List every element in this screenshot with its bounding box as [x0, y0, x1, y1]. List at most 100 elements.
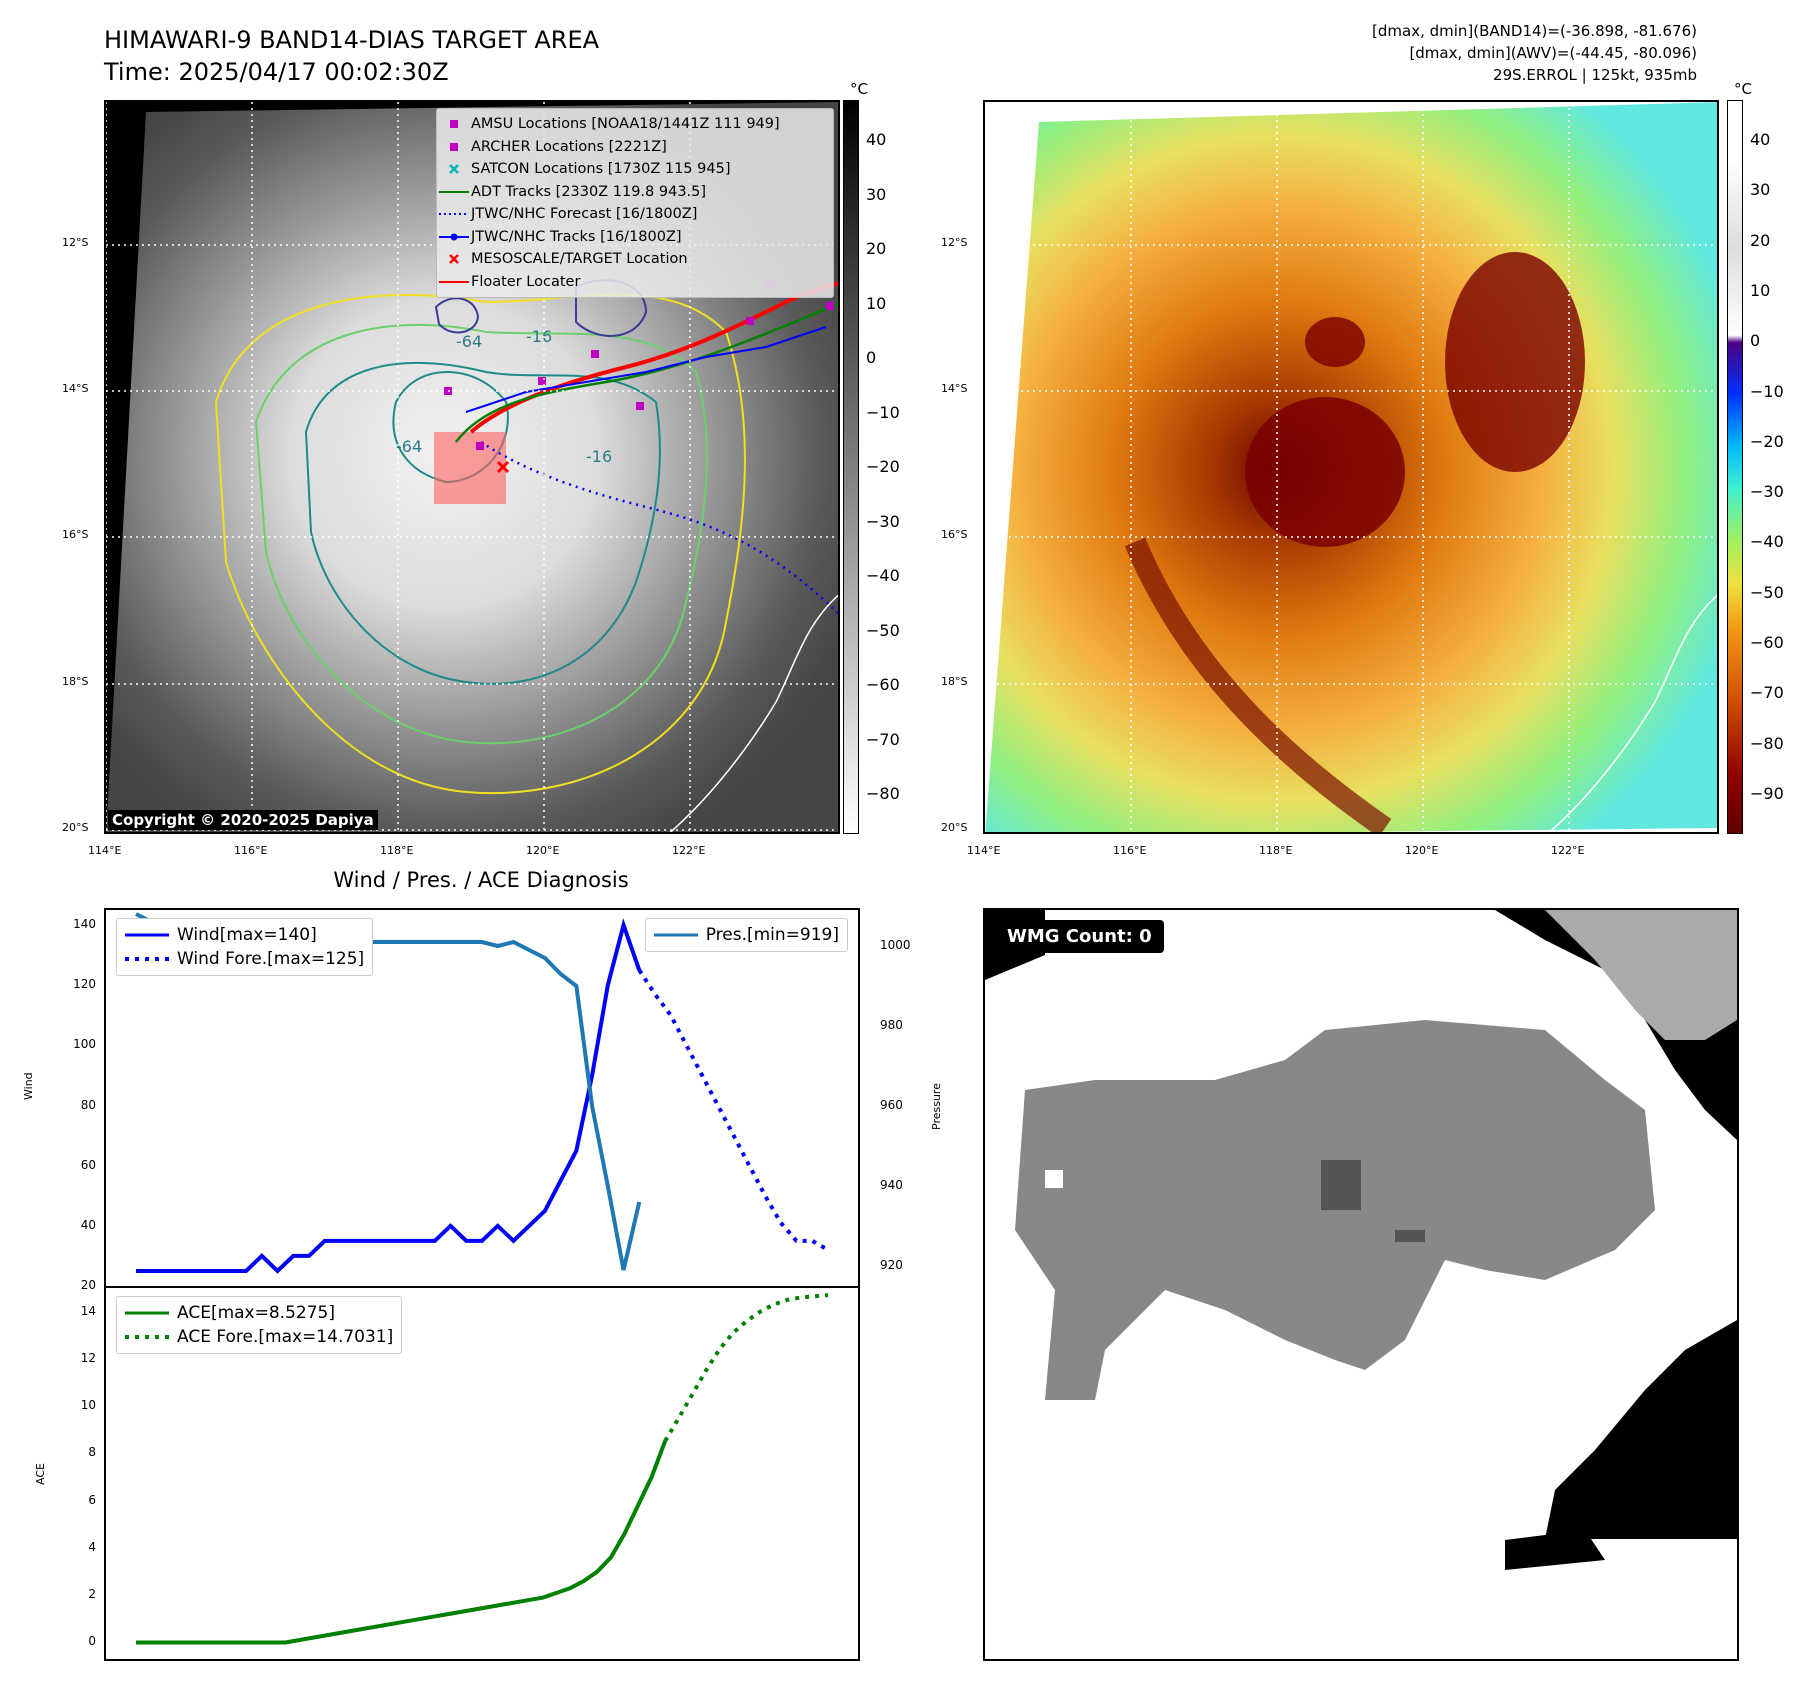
lon-label: 120°E: [526, 844, 560, 857]
colorbar-tick: −70: [866, 729, 900, 749]
lat-label: 16°S: [941, 528, 968, 541]
wind-forecast-line: [637, 969, 829, 1252]
band14-map: -64 -64 -16 -16 AMSU Locations [NOAA18/1…: [104, 100, 840, 834]
lat-gridlines: [985, 244, 1717, 685]
pressure-tick: 960: [880, 1098, 903, 1112]
legend-label: Wind[max=140]: [177, 925, 317, 945]
wind-tick: 100: [73, 1037, 96, 1052]
contour-label: -16: [586, 447, 612, 466]
lon-label: 116°E: [234, 844, 268, 857]
ace-tick: 14: [80, 1303, 96, 1318]
colorbar-unit: °C: [850, 80, 868, 98]
ace-axis-label: ACE: [34, 1463, 47, 1485]
pressure-tick: 980: [880, 1018, 903, 1032]
adt-track: [455, 302, 838, 443]
colorbar-tick: 30: [866, 184, 887, 204]
wind-tick: 20: [80, 1278, 96, 1292]
ace-tick: 2: [88, 1587, 96, 1602]
legend-item: ARCHER Locations [2221Z]: [437, 136, 833, 159]
legend-label: AMSU Locations [NOAA18/1441Z 111 949]: [471, 116, 780, 133]
wmg-count-badge: WMG Count: 0: [995, 920, 1164, 953]
ace-legend: ACE[max=8.5275] ACE Fore.[max=14.7031]: [116, 1296, 403, 1354]
legend-label: MESOSCALE/TARGET Location: [471, 251, 688, 268]
colorbar-tick: 0: [866, 348, 877, 367]
legend-item: Wind[max=140]: [125, 923, 364, 947]
colorbar-tick: −20: [1750, 431, 1784, 451]
cold-cloud-tops: [1445, 252, 1585, 472]
colorbar-tick: 30: [1750, 180, 1771, 200]
legend-item: AMSU Locations [NOAA18/1441Z 111 949]: [437, 113, 833, 136]
legend-item: JTWC/NHC Forecast [16/1800Z]: [437, 203, 833, 226]
colorbar-tick: 0: [1750, 331, 1761, 351]
wind-tick: 120: [73, 977, 96, 992]
coastline: [669, 594, 838, 832]
lat-label: 12°S: [941, 236, 968, 249]
legend-label: SATCON Locations [1730Z 115 945]: [471, 161, 731, 178]
legend-item: Floater Locater: [437, 271, 833, 294]
colorbar-tick: −90: [1750, 784, 1784, 803]
lon-gridlines: [1130, 102, 1570, 832]
wmg-image: [985, 910, 1737, 1659]
contour-green: [254, 323, 708, 745]
colorbar-tick: −20: [866, 457, 900, 476]
colorbar-tick: −80: [1750, 733, 1784, 753]
awv-map: [983, 100, 1719, 834]
pressure-tick: 940: [880, 1178, 903, 1192]
contour-label: -64: [396, 437, 422, 456]
pressure-tick: 1000: [880, 938, 911, 952]
lat-label: 12°S: [62, 236, 89, 249]
lat-label: 14°S: [941, 382, 968, 395]
lat-label: 18°S: [62, 675, 89, 688]
lat-label: 20°S: [62, 821, 89, 834]
main-title: HIMAWARI-9 BAND14-DIAS TARGET AREA: [104, 26, 600, 54]
colorbar-right: [1727, 100, 1743, 834]
lon-label: 122°E: [672, 844, 706, 857]
colorbar-tick: 20: [866, 239, 887, 258]
colorbar-tick: −10: [1750, 381, 1784, 401]
lat-label: 20°S: [941, 821, 968, 834]
lon-label: 114°E: [967, 844, 1001, 857]
colorbar-tick: 10: [1750, 280, 1771, 300]
legend-item: ADT Tracks [2330Z 119.8 943.5]: [437, 181, 833, 204]
legend-label: ARCHER Locations [2221Z]: [471, 138, 667, 155]
legend-label: JTWC/NHC Tracks [16/1800Z]: [471, 228, 682, 245]
info-band14: [dmax, dmin](BAND14)=(-36.898, -81.676): [1372, 22, 1697, 40]
legend-item: JTWC/NHC Tracks [16/1800Z]: [437, 226, 833, 249]
time-title: Time: 2025/04/17 00:02:30Z: [104, 58, 449, 86]
contour-label: -64: [456, 332, 482, 351]
info-storm: 29S.ERROL | 125kt, 935mb: [1493, 66, 1697, 84]
mesoscale-marker: [496, 460, 510, 474]
colorbar-tick: −30: [866, 511, 900, 531]
lon-label: 122°E: [1551, 844, 1585, 857]
colorbar-tick: −50: [1750, 582, 1784, 602]
wind-tick: 60: [80, 1157, 96, 1172]
colorbar-tick: −40: [866, 566, 900, 585]
lon-label: 118°E: [380, 844, 414, 857]
pressure-legend: Pres.[min=919]: [644, 918, 848, 952]
ace-forecast-line: [663, 1293, 829, 1442]
target-area-box: [434, 432, 506, 504]
lat-label: 16°S: [62, 528, 89, 541]
legend-label: Pres.[min=919]: [705, 925, 839, 945]
colorbar-tick: −30: [1750, 482, 1784, 502]
wind-axis-label: Wind: [22, 1072, 35, 1100]
legend-label: ACE[max=8.5275]: [177, 1303, 335, 1323]
colorbar-left: [843, 100, 859, 834]
ace-tick: 0: [88, 1634, 96, 1649]
pressure-tick: 920: [880, 1258, 903, 1272]
lon-gridlines: [106, 102, 691, 832]
lon-label: 118°E: [1259, 844, 1293, 857]
wmg-panel: WMG Count: 0: [983, 908, 1739, 1661]
legend-label: ADT Tracks [2330Z 119.8 943.5]: [471, 183, 707, 200]
colorbar-tick: −70: [1750, 683, 1784, 703]
wind-line: [136, 918, 642, 1274]
colorbar-unit: °C: [1734, 80, 1752, 98]
colorbar-tick: 40: [1750, 130, 1771, 149]
legend-label: Wind Fore.[max=125]: [177, 949, 365, 969]
storm-eye-region: [1245, 397, 1405, 547]
jtwc-forecast: [480, 440, 838, 615]
wind-tick: 140: [73, 917, 96, 932]
ace-tick: 4: [88, 1539, 96, 1554]
legend-item: ACE Fore.[max=14.7031]: [125, 1325, 393, 1349]
colorbar-tick: −10: [866, 402, 900, 422]
